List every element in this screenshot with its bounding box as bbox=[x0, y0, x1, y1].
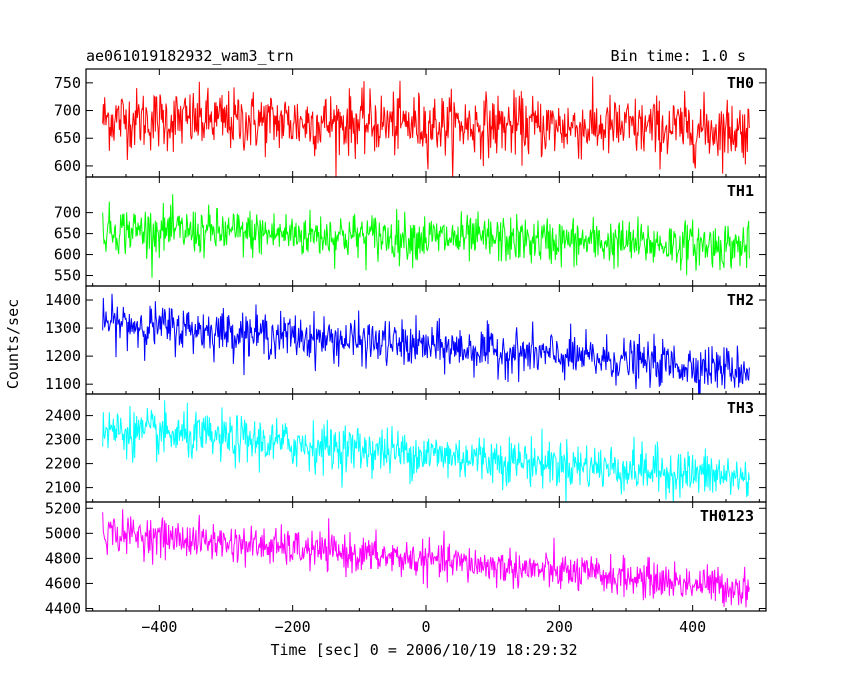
y-tick-label: 650 bbox=[54, 129, 81, 147]
y-tick-label: 2200 bbox=[45, 455, 81, 473]
y-tick-label: 1100 bbox=[45, 375, 81, 393]
panel-label-th2: TH2 bbox=[727, 291, 754, 309]
y-tick-label: 650 bbox=[54, 225, 81, 243]
panel-label-th0123: TH0123 bbox=[700, 507, 754, 525]
x-tick-label: 200 bbox=[546, 618, 573, 636]
x-tick-label: −200 bbox=[275, 618, 311, 636]
y-tick-label: 2400 bbox=[45, 407, 81, 425]
series-th2 bbox=[102, 293, 750, 394]
y-tick-label: 2300 bbox=[45, 431, 81, 449]
y-tick-label: 600 bbox=[54, 246, 81, 264]
series-th0 bbox=[102, 76, 750, 177]
y-tick-label: 1400 bbox=[45, 291, 81, 309]
y-tick-label: 700 bbox=[54, 204, 81, 222]
y-tick-label: 4800 bbox=[45, 549, 81, 567]
panel-stack: 600 650 700 750 TH0 550 600 650 700 TH1 1100 1200 13… bbox=[45, 68, 767, 636]
series-th1 bbox=[102, 194, 750, 278]
y-axis-label: Counts/sec bbox=[4, 299, 22, 389]
y-tick-label: 550 bbox=[54, 267, 81, 285]
panel-label-th0: TH0 bbox=[727, 74, 754, 92]
y-tick-label: 600 bbox=[54, 157, 81, 175]
panel-label-th3: TH3 bbox=[727, 399, 754, 417]
x-tick-label: 400 bbox=[679, 618, 706, 636]
x-tick-label: −400 bbox=[141, 618, 177, 636]
header-left-title: ae061019182932_wam3_trn bbox=[86, 47, 294, 65]
y-tick-label: 4400 bbox=[45, 599, 81, 617]
header-right-title: Bin time: 1.0 s bbox=[611, 47, 746, 65]
panel-label-th1: TH1 bbox=[727, 182, 754, 200]
y-tick-label: 4600 bbox=[45, 574, 81, 592]
y-tick-label: 700 bbox=[54, 102, 81, 120]
y-tick-label: 1300 bbox=[45, 319, 81, 337]
series-th0123 bbox=[102, 509, 750, 608]
y-tick-label: 5200 bbox=[45, 499, 81, 517]
y-tick-label: 750 bbox=[54, 74, 81, 92]
x-tick-label: 0 bbox=[421, 618, 430, 636]
x-axis-label: Time [sec] 0 = 2006/10/19 18:29:32 bbox=[270, 641, 577, 659]
y-tick-label: 2100 bbox=[45, 479, 81, 497]
y-tick-label: 1200 bbox=[45, 347, 81, 365]
y-tick-label: 5000 bbox=[45, 524, 81, 542]
series-th3 bbox=[102, 400, 750, 502]
